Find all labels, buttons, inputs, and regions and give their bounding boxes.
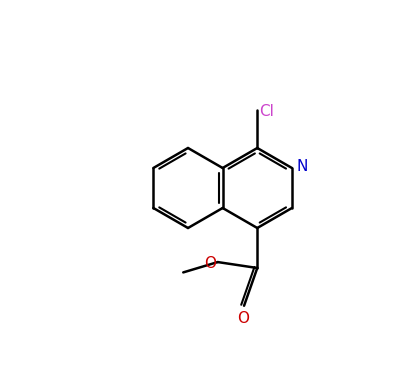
Text: Cl: Cl <box>259 104 274 118</box>
Text: O: O <box>237 311 249 326</box>
Text: N: N <box>297 159 308 174</box>
Text: O: O <box>204 256 216 271</box>
